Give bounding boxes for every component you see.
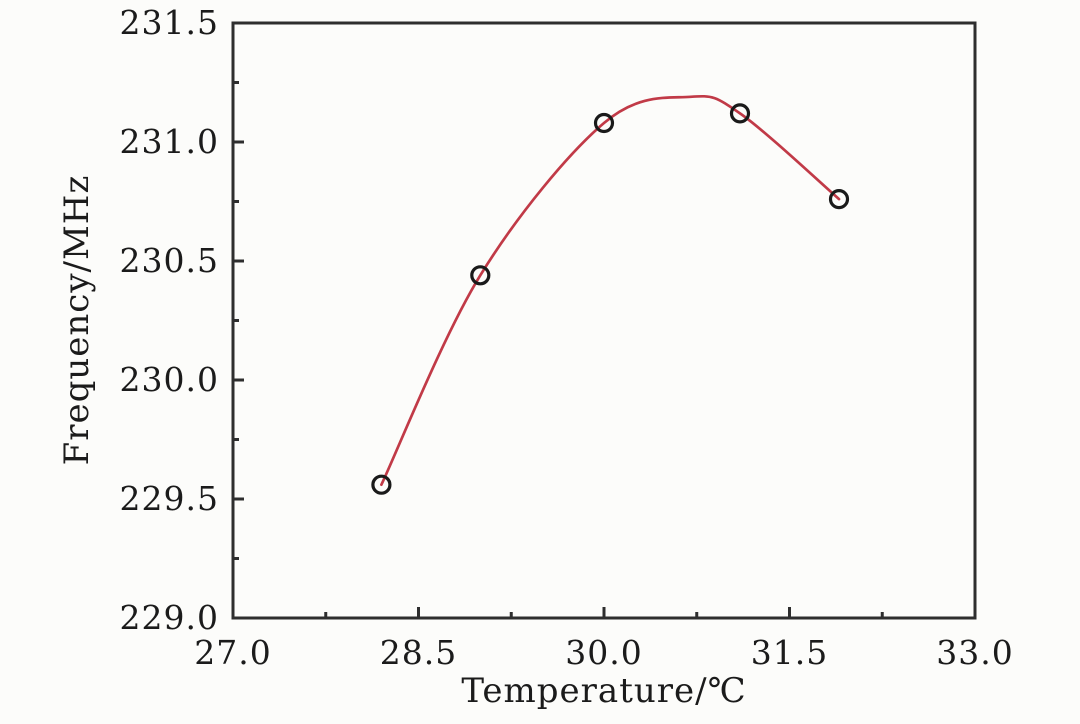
data-point-marker — [729, 103, 751, 124]
data-point-marker — [593, 112, 615, 134]
y-tick-label: 231.5 — [120, 3, 219, 42]
y-tick-label: 230.0 — [120, 360, 219, 399]
y-tick-label: 230.5 — [120, 241, 219, 280]
y-axis-title: Frequency/MHz — [57, 174, 97, 466]
data-point-marker — [470, 265, 491, 286]
plot-frame — [231, 21, 977, 620]
y-tick-label: 229.5 — [120, 479, 219, 518]
x-tick-label: 27.0 — [194, 633, 271, 672]
y-tick-label: 231.0 — [120, 122, 219, 161]
data-point-marker — [371, 474, 392, 495]
x-axis-title: Temperature/℃ — [461, 671, 747, 711]
x-tick-label: 28.5 — [380, 633, 457, 672]
x-tick-label: 31.5 — [751, 633, 828, 672]
fit-curve — [380, 94, 841, 487]
x-tick-label: 30.0 — [565, 633, 642, 672]
y-tick-label: 229.0 — [120, 598, 219, 637]
data-point-marker — [828, 189, 850, 210]
x-tick-label: 33.0 — [936, 633, 1013, 672]
